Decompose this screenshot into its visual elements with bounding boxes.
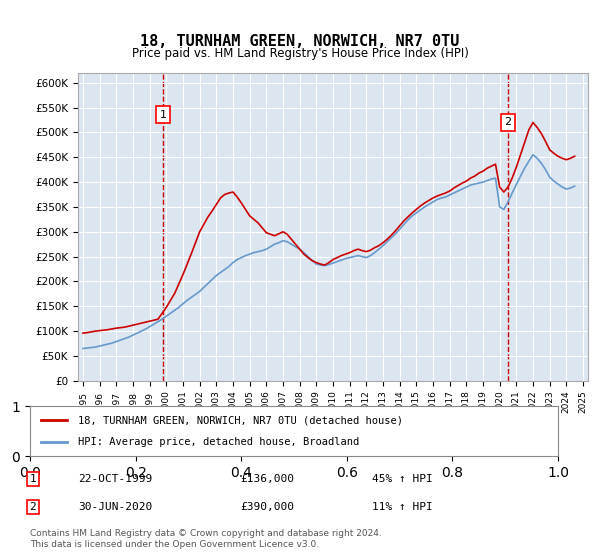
Text: 1: 1 [160, 110, 167, 119]
Text: 18, TURNHAM GREEN, NORWICH, NR7 0TU (detached house): 18, TURNHAM GREEN, NORWICH, NR7 0TU (det… [77, 415, 403, 425]
Text: £390,000: £390,000 [240, 502, 294, 512]
Text: Price paid vs. HM Land Registry's House Price Index (HPI): Price paid vs. HM Land Registry's House … [131, 46, 469, 60]
Text: 2: 2 [505, 118, 512, 128]
Text: 2: 2 [29, 502, 37, 512]
Text: 30-JUN-2020: 30-JUN-2020 [78, 502, 152, 512]
Text: 11% ↑ HPI: 11% ↑ HPI [372, 502, 433, 512]
Text: HPI: Average price, detached house, Broadland: HPI: Average price, detached house, Broa… [77, 437, 359, 447]
Text: 1: 1 [29, 474, 37, 484]
Text: 18, TURNHAM GREEN, NORWICH, NR7 0TU: 18, TURNHAM GREEN, NORWICH, NR7 0TU [140, 35, 460, 49]
Text: £136,000: £136,000 [240, 474, 294, 484]
Text: 45% ↑ HPI: 45% ↑ HPI [372, 474, 433, 484]
Text: Contains HM Land Registry data © Crown copyright and database right 2024.
This d: Contains HM Land Registry data © Crown c… [30, 529, 382, 549]
Text: 22-OCT-1999: 22-OCT-1999 [78, 474, 152, 484]
